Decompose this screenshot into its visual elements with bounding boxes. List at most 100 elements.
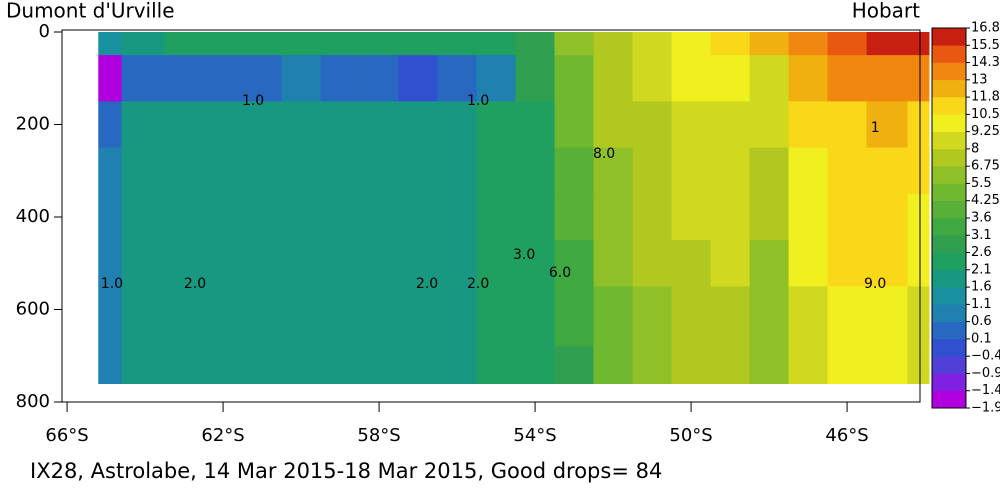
heat-cell	[359, 193, 400, 241]
heat-cell	[281, 32, 322, 56]
colorbar-band	[932, 287, 966, 305]
heat-cell	[593, 286, 634, 347]
colorbar-band	[932, 218, 966, 236]
colorbar-label: 10.5	[971, 107, 1000, 122]
heat-cell	[121, 32, 166, 56]
heat-cell	[359, 55, 400, 102]
contour-label: 2.0	[184, 276, 206, 292]
heat-cell	[907, 346, 930, 384]
heat-cell	[398, 346, 439, 384]
heat-cell	[671, 193, 712, 241]
contour-label: 1.0	[467, 93, 489, 109]
heat-cell	[242, 55, 283, 102]
heat-cell	[98, 346, 123, 384]
heat-cell	[437, 101, 478, 149]
x-tick-label: 54°S	[513, 425, 556, 446]
heat-cell	[593, 32, 634, 56]
heat-cell	[866, 240, 909, 287]
heat-cell	[98, 32, 123, 56]
heat-cell	[476, 147, 517, 195]
heat-cell	[827, 346, 868, 384]
heat-cell	[281, 147, 322, 195]
colorbar-band	[932, 148, 966, 167]
heat-cell	[242, 32, 283, 56]
heat-cell	[281, 55, 322, 102]
heat-cell	[866, 346, 909, 384]
colorbar-label: 9.25	[971, 124, 1000, 139]
heat-cell	[632, 32, 673, 56]
heat-cell	[515, 147, 556, 195]
colorbar-band	[932, 269, 966, 288]
heat-cell	[710, 55, 751, 102]
heat-cell	[164, 193, 205, 241]
heat-cell	[242, 193, 283, 241]
heat-cell	[907, 193, 930, 241]
heat-cell	[749, 346, 790, 384]
heat-cell	[398, 286, 439, 347]
heat-cell	[281, 240, 322, 287]
heat-cell	[671, 147, 712, 195]
colorbar-label: 2.1	[971, 262, 992, 277]
heat-cell	[437, 193, 478, 241]
heat-cell	[827, 55, 868, 102]
heat-cell	[554, 32, 595, 56]
heat-cell	[320, 240, 361, 287]
heat-cell	[515, 286, 556, 347]
heat-cell	[788, 193, 829, 241]
heat-cell	[476, 32, 517, 56]
heat-cell	[203, 32, 244, 56]
contour-label: 8.0	[593, 146, 615, 162]
contour-label: 9.0	[864, 276, 886, 292]
heat-cell	[710, 193, 751, 241]
heat-cell	[632, 101, 673, 149]
colorbar-band	[932, 62, 966, 81]
heat-cell	[164, 346, 205, 384]
heat-cell	[203, 286, 244, 347]
heat-cell	[907, 147, 930, 195]
contour-label: 3.0	[513, 247, 535, 263]
heat-cell	[749, 147, 790, 195]
colorbar-label: −1.9	[971, 401, 1000, 416]
x-tick-label: 46°S	[825, 425, 868, 446]
y-tick-label: 400	[16, 206, 50, 227]
colorbar-label: −1.4	[971, 383, 1000, 398]
heat-cell	[827, 193, 868, 241]
colorbar-label: 3.6	[971, 211, 992, 226]
heat-cell	[121, 240, 166, 287]
colorbar-label: 6.75	[971, 159, 1000, 174]
heat-cell	[164, 240, 205, 287]
heat-cell	[827, 101, 868, 149]
heat-cell	[907, 101, 930, 149]
heat-cell	[515, 240, 556, 287]
heat-cell	[515, 346, 556, 384]
heat-cell	[515, 101, 556, 149]
heat-cell	[710, 32, 751, 56]
heat-cell	[515, 32, 556, 56]
heat-cell	[788, 240, 829, 287]
colorbar-band	[932, 114, 966, 132]
heat-cell	[203, 240, 244, 287]
heat-cell	[827, 286, 868, 347]
contour-label: 1.0	[242, 93, 264, 109]
heat-cell	[632, 193, 673, 241]
heat-cell	[866, 286, 909, 347]
heat-cell	[749, 193, 790, 241]
heat-cell	[632, 147, 673, 195]
heat-cell	[121, 346, 166, 384]
heat-cell	[437, 32, 478, 56]
heat-cell	[242, 286, 283, 347]
heat-cell	[671, 101, 712, 149]
heat-cell	[907, 55, 930, 102]
heat-cell	[359, 286, 400, 347]
heat-cell	[749, 240, 790, 287]
heat-cell	[437, 240, 478, 287]
heat-cell	[593, 346, 634, 384]
heat-cell	[749, 101, 790, 149]
colorbar-label: −0.4	[971, 349, 1000, 364]
right-label: Hobart	[852, 0, 920, 23]
colorbar-band	[932, 373, 966, 392]
heat-cell	[121, 286, 166, 347]
heat-cell	[866, 32, 909, 56]
heat-cell	[242, 240, 283, 287]
